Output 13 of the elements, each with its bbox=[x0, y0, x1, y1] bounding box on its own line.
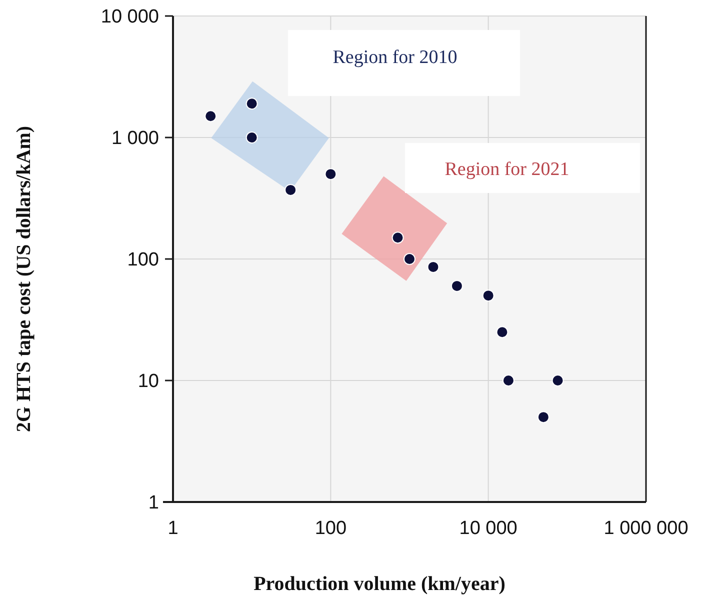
annotation: Region for 2021 bbox=[444, 159, 570, 180]
y-tick-label: 10 bbox=[138, 371, 159, 392]
y-axis-title: 2G HTS tape cost (US dollars/kAm) bbox=[13, 126, 35, 432]
x-axis-title: Production volume (km/year) bbox=[254, 573, 506, 595]
y-tick-label: 100 bbox=[127, 250, 159, 271]
y-tick-label: 10 000 bbox=[100, 6, 159, 28]
x-tick-label: 100 bbox=[314, 518, 347, 539]
y-tick-label: 1 bbox=[148, 492, 159, 514]
x-tick-label: 10 000 bbox=[459, 518, 518, 539]
x-tick-label: 1 000 000 bbox=[604, 518, 688, 539]
annotation: Region for 2010 bbox=[332, 47, 458, 68]
x-tick-label: 1 bbox=[168, 518, 178, 539]
y-tick-label: 1 000 bbox=[111, 128, 159, 150]
